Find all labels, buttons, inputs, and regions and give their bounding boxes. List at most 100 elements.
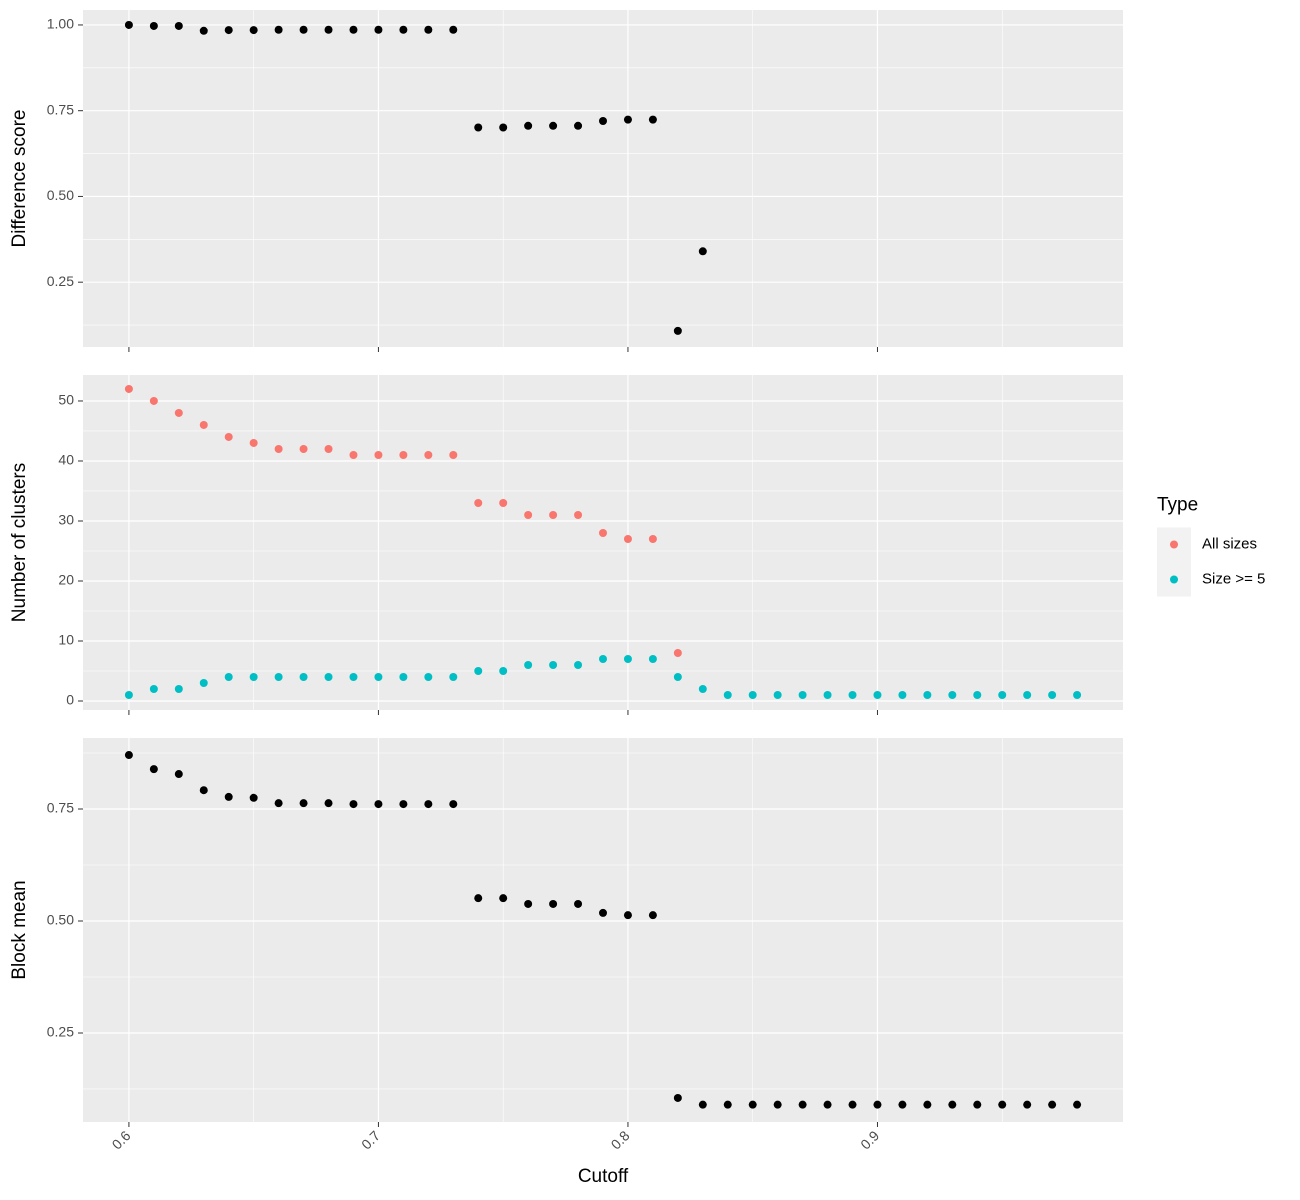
point [299,25,308,34]
y-tick-label: 0.25 [47,273,74,289]
point [1073,1100,1082,1109]
point [424,672,433,681]
x-axis-title: Cutoff [578,1166,629,1187]
y-tick-label: 10 [58,632,74,648]
point [623,911,632,920]
point [673,326,682,335]
point [1023,1100,1032,1109]
point [648,534,657,543]
x-tick-label: 0.9 [857,1127,882,1152]
y-tick-label: 0.25 [47,1024,74,1040]
point [199,786,208,795]
point [449,672,458,681]
point [449,800,458,809]
point [249,438,258,447]
point [524,121,533,130]
y-tick-label: 0.75 [47,800,74,816]
point [524,899,533,908]
point [998,1100,1007,1109]
y-axis-title: Difference score [9,110,30,248]
point [673,648,682,657]
legend-label: Size >= 5 [1202,570,1265,587]
point [499,894,508,903]
point [723,1100,732,1109]
point [449,450,458,459]
point [524,510,533,519]
point [249,672,258,681]
point [199,26,208,35]
point [274,444,283,453]
point [723,690,732,699]
point [299,444,308,453]
point [873,690,882,699]
point [399,25,408,34]
point [574,510,583,519]
point [224,672,233,681]
point [124,384,133,393]
legend-key [1170,540,1178,549]
y-tick-label: 0.50 [47,187,74,203]
point [648,115,657,124]
point [499,123,508,132]
panel-background [83,10,1123,347]
point [149,765,158,774]
y-axis-title: Block mean [9,880,30,979]
point [374,672,383,681]
point [1073,690,1082,699]
point [549,899,558,908]
y-axis-title: Number of clusters [9,463,30,622]
point [424,25,433,34]
point [174,684,183,693]
point [673,672,682,681]
legend-key [1170,575,1178,584]
point [374,800,383,809]
point [748,690,757,699]
x-tick-label: 0.6 [109,1127,134,1152]
point [274,799,283,808]
point [698,247,707,256]
point [149,21,158,30]
point [399,672,408,681]
point [349,672,358,681]
point [1023,690,1032,699]
point [374,25,383,34]
y-tick-label: 40 [58,452,74,468]
point [599,116,607,125]
point [449,25,458,34]
point [174,408,183,417]
point [673,1093,682,1102]
point [898,1100,907,1109]
point [174,21,183,30]
point [224,432,233,441]
point [324,799,333,808]
point [224,26,233,35]
y-tick-label: 50 [58,392,74,408]
point [549,660,558,669]
point [599,654,607,663]
point [524,660,533,669]
point [1048,1100,1057,1109]
point [898,690,907,699]
point [698,1100,707,1109]
point [623,534,632,543]
point [948,690,957,699]
point [599,908,607,917]
point [399,800,408,809]
point [149,684,158,693]
point [923,690,932,699]
point [424,450,433,459]
point [499,666,508,675]
y-tick-label: 1.00 [47,16,74,32]
point [848,690,857,699]
point [873,1100,882,1109]
point [124,751,133,760]
point [574,121,583,130]
legend-key-background [1157,527,1191,597]
point [648,911,657,920]
point [823,1100,832,1109]
point [224,792,233,801]
point [249,26,258,35]
point [249,793,258,802]
point [574,660,583,669]
legend-title: Type [1157,495,1198,516]
